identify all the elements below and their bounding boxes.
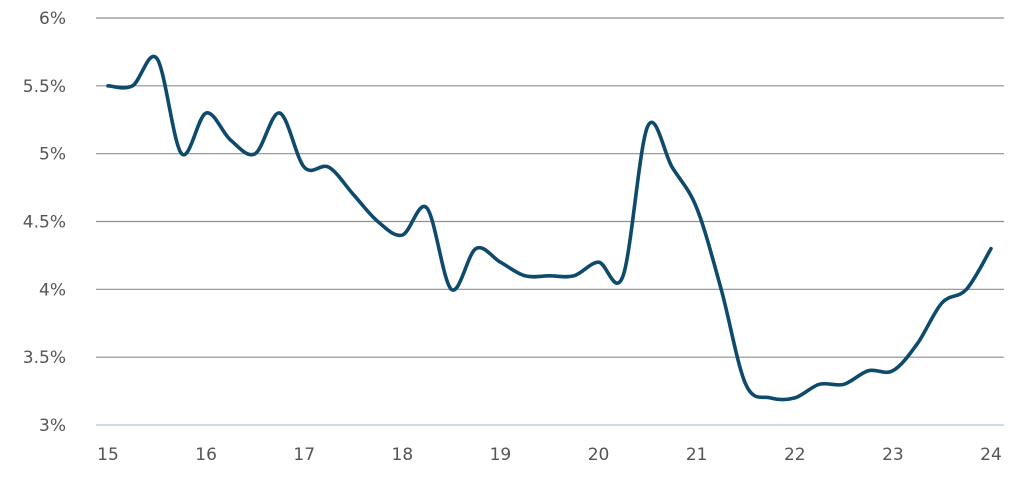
x-tick-label: 23 [882, 445, 904, 465]
y-tick-label: 3% [39, 416, 66, 436]
x-tick-label: 20 [588, 445, 610, 465]
y-tick-label: 4.5% [23, 213, 66, 233]
series-line [106, 54, 993, 402]
grid-lines [96, 17, 1004, 426]
x-tick-label: 16 [195, 445, 217, 465]
x-tick-label: 21 [686, 445, 708, 465]
y-tick-label: 5% [39, 145, 66, 165]
x-tick-label: 22 [784, 445, 806, 465]
x-tick-label: 15 [97, 445, 119, 465]
x-tick-label: 18 [392, 445, 414, 465]
x-tick-label: 19 [490, 445, 512, 465]
y-tick-label: 6% [39, 9, 66, 29]
x-tick-label: 24 [980, 445, 1002, 465]
y-tick-label: 4% [39, 280, 66, 300]
series-layer [106, 54, 993, 402]
y-tick-label: 5.5% [23, 77, 66, 97]
y-axis-tick-labels: 3% 3.5% 4% 4.5% 5% 5.5% 6% [23, 9, 66, 436]
x-tick-label: 17 [293, 445, 315, 465]
y-tick-label: 3.5% [23, 348, 66, 368]
x-axis-tick-labels: 15 16 17 18 19 20 21 22 23 24 [97, 445, 1002, 465]
